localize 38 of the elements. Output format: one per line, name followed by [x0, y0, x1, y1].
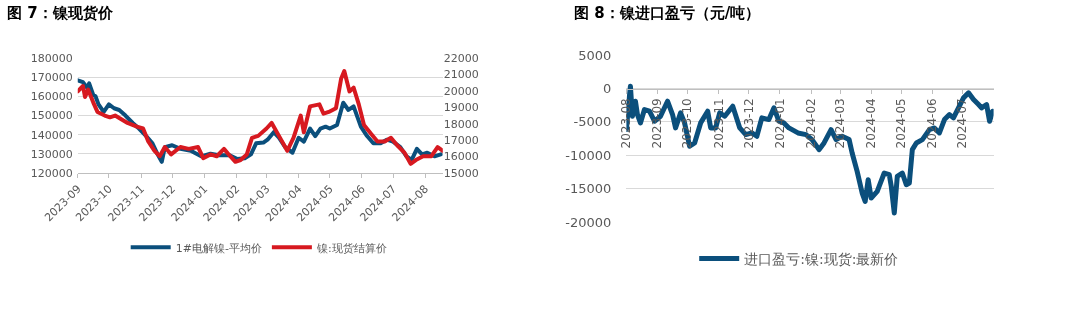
legend-label: 进口盈亏:镍:现货:最新价 [744, 251, 899, 268]
y-tick-label: -5000 [573, 114, 612, 130]
x-tick-label: 2024-03 [833, 98, 847, 149]
y-tick-label: 150000 [30, 109, 73, 123]
x-tick-label: 2024-06 [925, 98, 940, 149]
y-tick-label: -15000 [565, 181, 612, 197]
y-tick-label: 140000 [30, 128, 73, 142]
y-tick-label: -20000 [565, 214, 612, 230]
x-tick-label: 2023-10 [680, 98, 695, 149]
x-tick-label: 2023-09 [650, 98, 665, 149]
y2-tick-label: 17000 [443, 134, 479, 147]
y-tick-label: 5000 [578, 47, 612, 63]
y2-tick-label: 21000 [443, 68, 479, 82]
x-tick-label: 2024-07 [955, 98, 970, 149]
y2-tick-label: 18000 [443, 117, 479, 131]
y-tick-label: 130000 [30, 147, 73, 161]
chart-title: 图 8：镍进口盈亏（元/吨） [574, 4, 761, 22]
x-tick-label: 2024-05 [894, 98, 909, 149]
y-tick-label: 0 [603, 81, 612, 97]
x-tick-label: 2023-08 [619, 98, 634, 149]
legend-label: 镍:现货结算价 [315, 241, 387, 255]
y2-tick-label: 15000 [443, 166, 479, 180]
x-tick-label: 2024-04 [864, 98, 879, 149]
chart-title: 图 7：镍现货价 [7, 4, 114, 22]
y-tick-label: 180000 [30, 51, 73, 65]
y-tick-label: -10000 [565, 147, 612, 163]
y2-tick-label: 22000 [443, 51, 479, 65]
y2-tick-label: 16000 [443, 150, 479, 164]
x-tick-label: 2023-12 [741, 98, 756, 149]
legend-label: 1#电解镍-平均价 [175, 241, 262, 255]
y-tick-label: 160000 [30, 90, 73, 104]
x-tick-label: 2024-02 [803, 98, 818, 149]
x-tick-label: 2024-01 [772, 98, 787, 149]
x-tick-label: 2023-11 [711, 98, 726, 149]
y2-tick-label: 20000 [443, 84, 479, 98]
y-tick-label: 170000 [30, 71, 73, 85]
y2-tick-label: 19000 [443, 101, 479, 115]
y-tick-label: 120000 [30, 166, 73, 180]
